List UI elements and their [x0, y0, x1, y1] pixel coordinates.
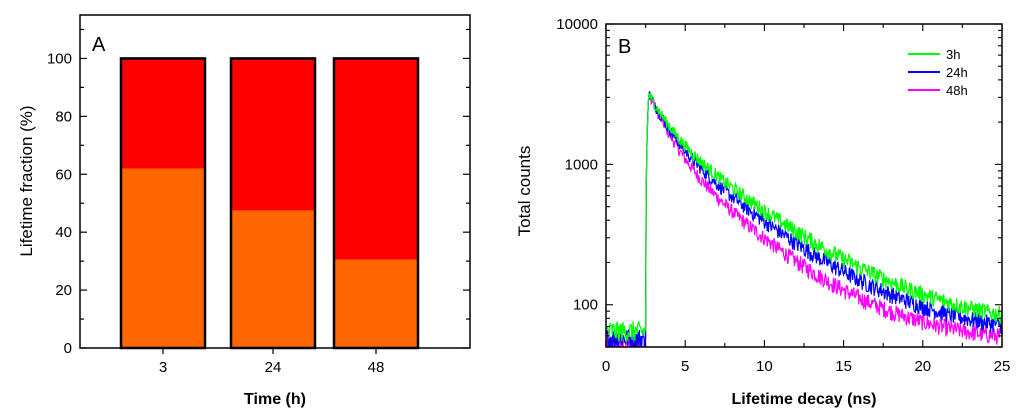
y-tick-label: 10000 — [556, 16, 598, 33]
y-ticks-a: 0 20 40 60 80 100 — [47, 28, 470, 357]
x-tick-label: 48 — [368, 359, 385, 376]
y-tick-label: 100 — [573, 297, 598, 314]
y-tick-label: 0 — [64, 340, 72, 357]
decay-line-3h — [606, 92, 1002, 343]
y-tick-label: 40 — [55, 224, 72, 241]
y-axis-title-b: Total counts — [515, 146, 534, 237]
legend-b: 3h 24h 48h — [908, 47, 968, 98]
panel-letter-a: A — [92, 34, 106, 56]
x-tick-label: 10 — [756, 358, 773, 375]
x-tick-label: 5 — [681, 358, 689, 375]
x-tick-label: 24 — [265, 359, 282, 376]
y-tick-label: 80 — [55, 108, 72, 125]
legend-label-24h: 24h — [946, 65, 968, 80]
bar-segment-48-1 — [334, 58, 418, 260]
y-tick-label: 1000 — [565, 156, 598, 173]
legend-label-48h: 48h — [946, 83, 968, 98]
y-tick-label: 20 — [55, 282, 72, 299]
bars-a — [119, 57, 420, 350]
legend-label-3h: 3h — [946, 47, 960, 62]
y-axis-title-a: Lifetime fraction (%) — [17, 105, 36, 256]
x-ticks-b: 0 5 10 15 20 25 — [602, 24, 1011, 375]
y-tick-label: 60 — [55, 166, 72, 183]
x-ticks-a: 3 24 48 — [159, 348, 385, 376]
x-tick-label: 20 — [914, 358, 931, 375]
bar-segment-3-1 — [121, 58, 205, 169]
panel-letter-b: B — [618, 36, 631, 58]
panel-b: 100 1000 10000 0 5 10 15 20 25 3h 24h 48h B Lifet… — [515, 16, 1010, 408]
decay-line-48h — [606, 91, 1002, 347]
x-axis-title-b: Lifetime decay (ns) — [732, 391, 877, 408]
decay-curves — [606, 91, 1002, 347]
y-tick-label: 100 — [47, 50, 72, 67]
x-tick-label: 3 — [159, 359, 167, 376]
x-tick-label: 25 — [994, 358, 1011, 375]
x-tick-label: 15 — [835, 358, 852, 375]
bar-segment-3-0 — [121, 168, 205, 348]
bar-segment-48-0 — [334, 259, 418, 348]
y-ticks-b: 100 1000 10000 — [556, 16, 1002, 348]
bar-segment-24-1 — [231, 58, 315, 211]
bar-segment-24-0 — [231, 210, 315, 348]
panel-a: 0 20 40 60 80 100 3 24 48 A Time (h) Lifetime f… — [17, 14, 471, 408]
x-tick-label: 0 — [602, 358, 610, 375]
x-axis-title-a: Time (h) — [244, 391, 306, 408]
decay-line-24h — [606, 91, 1002, 347]
